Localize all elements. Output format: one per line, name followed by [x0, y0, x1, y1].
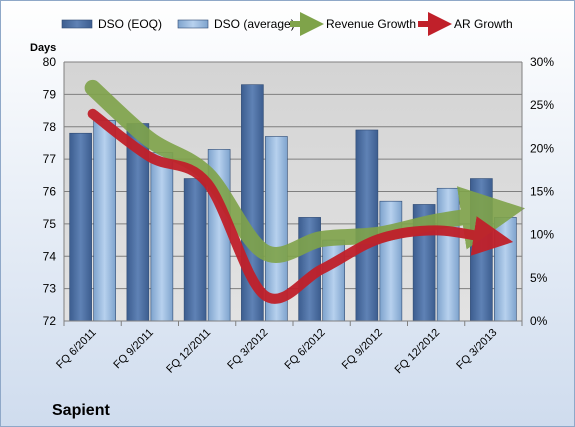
- revenue-growth-line: [84, 79, 526, 263]
- bar-dso-average: [322, 239, 345, 322]
- bar-dso-average: [150, 152, 174, 322]
- legend-label: DSO (average): [214, 17, 295, 31]
- bar-dso-average: [93, 119, 116, 322]
- trend-lines: [84, 79, 526, 304]
- y-axis-label: Days: [30, 42, 56, 54]
- y2-tick-label: 30%: [530, 55, 554, 69]
- legend-label: DSO (EOQ): [98, 17, 162, 31]
- y2-tick-label: 20%: [530, 141, 554, 155]
- y-tick-label: 77: [43, 152, 57, 166]
- y2-tick-label: 0%: [530, 314, 548, 328]
- legend-swatch: [177, 19, 209, 29]
- legend-label: AR Growth: [454, 17, 513, 31]
- y2-tick-label: 15%: [530, 185, 554, 199]
- y-axis-ticks: 72 73 74 75 76 77 78 79 80: [43, 55, 57, 328]
- y-tick-label: 80: [43, 55, 57, 69]
- y-tick-label: 78: [43, 120, 57, 134]
- y-tick-label: 73: [43, 282, 57, 296]
- y2-tick-label: 5%: [530, 271, 548, 285]
- y-tick-label: 74: [43, 249, 57, 263]
- bar-dso-average: [436, 187, 460, 322]
- legend: DSO (EOQ) DSO (average) Revenue Growth AR G…: [61, 12, 513, 36]
- bar-dso-eoq: [470, 178, 493, 322]
- axes: [63, 62, 523, 326]
- y-tick-label: 72: [43, 314, 57, 328]
- y2-tick-label: 25%: [530, 98, 554, 112]
- y-tick-label: 76: [43, 185, 57, 199]
- y-tick-label: 75: [43, 217, 57, 231]
- y2-axis-ticks: 0% 5% 10% 15% 20% 25% 30%: [530, 55, 554, 328]
- y2-tick-label: 10%: [530, 228, 554, 242]
- legend-swatch: [61, 19, 93, 29]
- ar-growth-line: [87, 108, 514, 304]
- bar-dso-average: [379, 200, 403, 322]
- bar-dso-eoq: [355, 129, 379, 322]
- bar-dso-eoq: [183, 178, 207, 322]
- legend-label: Revenue Growth: [326, 17, 416, 31]
- y-tick-label: 79: [43, 87, 57, 101]
- bar-dso-eoq: [69, 132, 92, 322]
- chart-title: Sapient: [52, 402, 110, 419]
- bar-dso-average: [494, 217, 517, 322]
